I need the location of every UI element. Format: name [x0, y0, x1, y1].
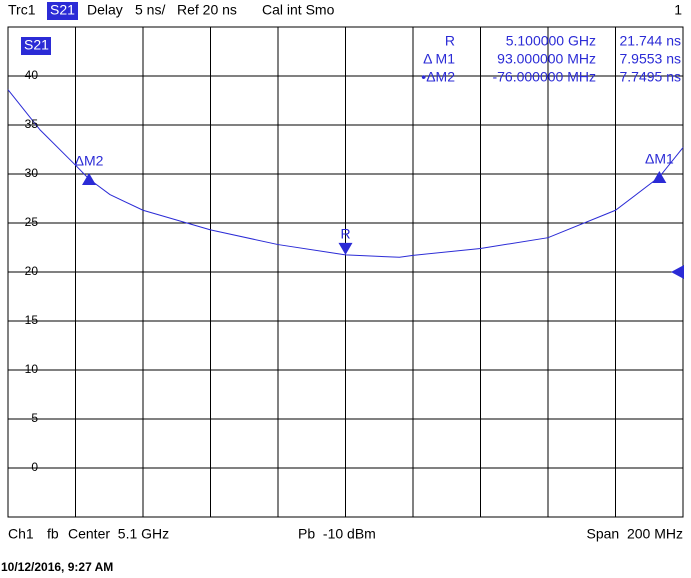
marker-readout: 7.9553 ns — [620, 51, 682, 67]
marker-readout: Δ M1 — [423, 51, 455, 67]
marker-label: ΔM1 — [645, 151, 674, 167]
marker-readout: 5.100000 GHz — [506, 33, 596, 49]
y-tick-label: 0 — [31, 460, 38, 474]
y-tick-label: 5 — [31, 411, 38, 425]
power[interactable]: Pb -10 dBm — [298, 526, 376, 542]
reference-arrow — [671, 265, 684, 279]
scale[interactable]: 5 ns/ — [135, 2, 165, 18]
format[interactable]: Delay — [87, 2, 123, 18]
marker-readout: R — [445, 33, 455, 49]
window-number: 1 — [674, 2, 682, 18]
marker-label: ΔM2 — [75, 153, 104, 169]
span[interactable]: Span 200 MHz — [587, 526, 684, 542]
marker — [652, 170, 667, 183]
marker-readout: •ΔM2 — [421, 69, 455, 85]
trace-label: S21 — [24, 37, 49, 53]
sweep-mode: fb — [47, 526, 59, 542]
center-frequency[interactable]: Center 5.1 GHz — [68, 526, 169, 542]
parameter[interactable]: S21 — [50, 2, 75, 18]
y-tick-label: 15 — [25, 313, 39, 327]
marker-readout: 93.000000 MHz — [497, 51, 596, 67]
y-tick-label: 25 — [25, 215, 39, 229]
y-tick-label: 20 — [25, 264, 39, 278]
marker — [338, 242, 353, 255]
reference[interactable]: Ref 20 ns — [177, 2, 237, 18]
trace-label-box — [21, 37, 51, 55]
timestamp: 10/12/2016, 9:27 AM — [1, 560, 113, 574]
marker-readout: 7.7495 ns — [620, 69, 682, 85]
y-tick-label: 10 — [25, 362, 39, 376]
marker-readout: -76.000000 MHz — [492, 69, 596, 85]
trace-name: Trc1 — [8, 2, 36, 18]
parameter-box — [47, 2, 78, 20]
plot-area — [7, 27, 684, 517]
status: Cal int Smo — [262, 2, 335, 18]
trace-line — [7, 89, 684, 258]
channel: Ch1 — [8, 526, 34, 542]
marker-label: R — [340, 226, 350, 242]
y-tick-label: 35 — [25, 117, 39, 131]
y-tick-label: 40 — [25, 68, 39, 82]
marker-readout: 21.744 ns — [620, 33, 682, 49]
y-tick-label: 30 — [25, 166, 39, 180]
marker — [82, 172, 96, 185]
